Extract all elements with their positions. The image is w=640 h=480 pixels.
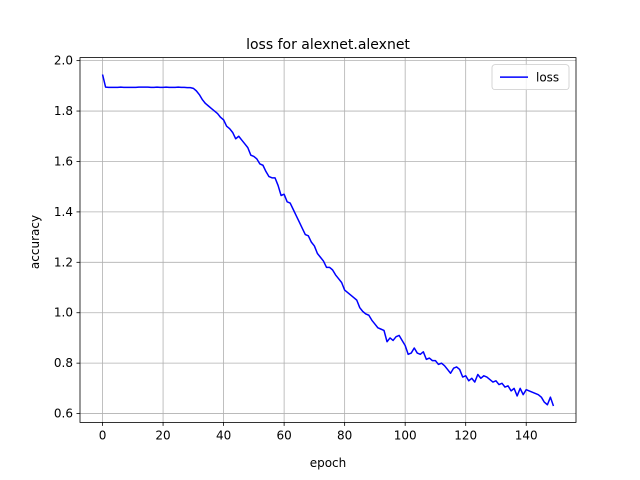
x-tick-label: 80 xyxy=(337,428,352,442)
y-tick-label: 0.6 xyxy=(54,407,73,421)
y-tick-label: 2.0 xyxy=(54,54,73,68)
y-tick-label: 1.4 xyxy=(54,205,73,219)
axes-frame xyxy=(79,57,577,423)
y-axis-label: accuracy xyxy=(28,215,42,269)
y-tick-label: 0.8 xyxy=(54,356,73,370)
y-tick-label: 1.0 xyxy=(54,306,73,320)
x-tick-label: 20 xyxy=(155,428,170,442)
x-axis-label: epoch xyxy=(310,456,347,470)
chart-title: loss for alexnet.alexnet xyxy=(246,37,410,53)
legend-box xyxy=(491,64,570,90)
x-tick-label: 40 xyxy=(216,428,231,442)
legend-label: loss xyxy=(536,71,559,85)
x-tick-label: 120 xyxy=(454,428,477,442)
y-tick-label: 1.2 xyxy=(54,255,73,269)
x-tick-label: 140 xyxy=(515,428,538,442)
x-tick-label: 60 xyxy=(276,428,291,442)
y-tick-label: 1.8 xyxy=(54,104,73,118)
data-line xyxy=(101,74,555,407)
x-tick-label: 0 xyxy=(99,428,107,442)
x-tick-label: 100 xyxy=(394,428,417,442)
y-tick-label: 1.6 xyxy=(54,154,73,168)
